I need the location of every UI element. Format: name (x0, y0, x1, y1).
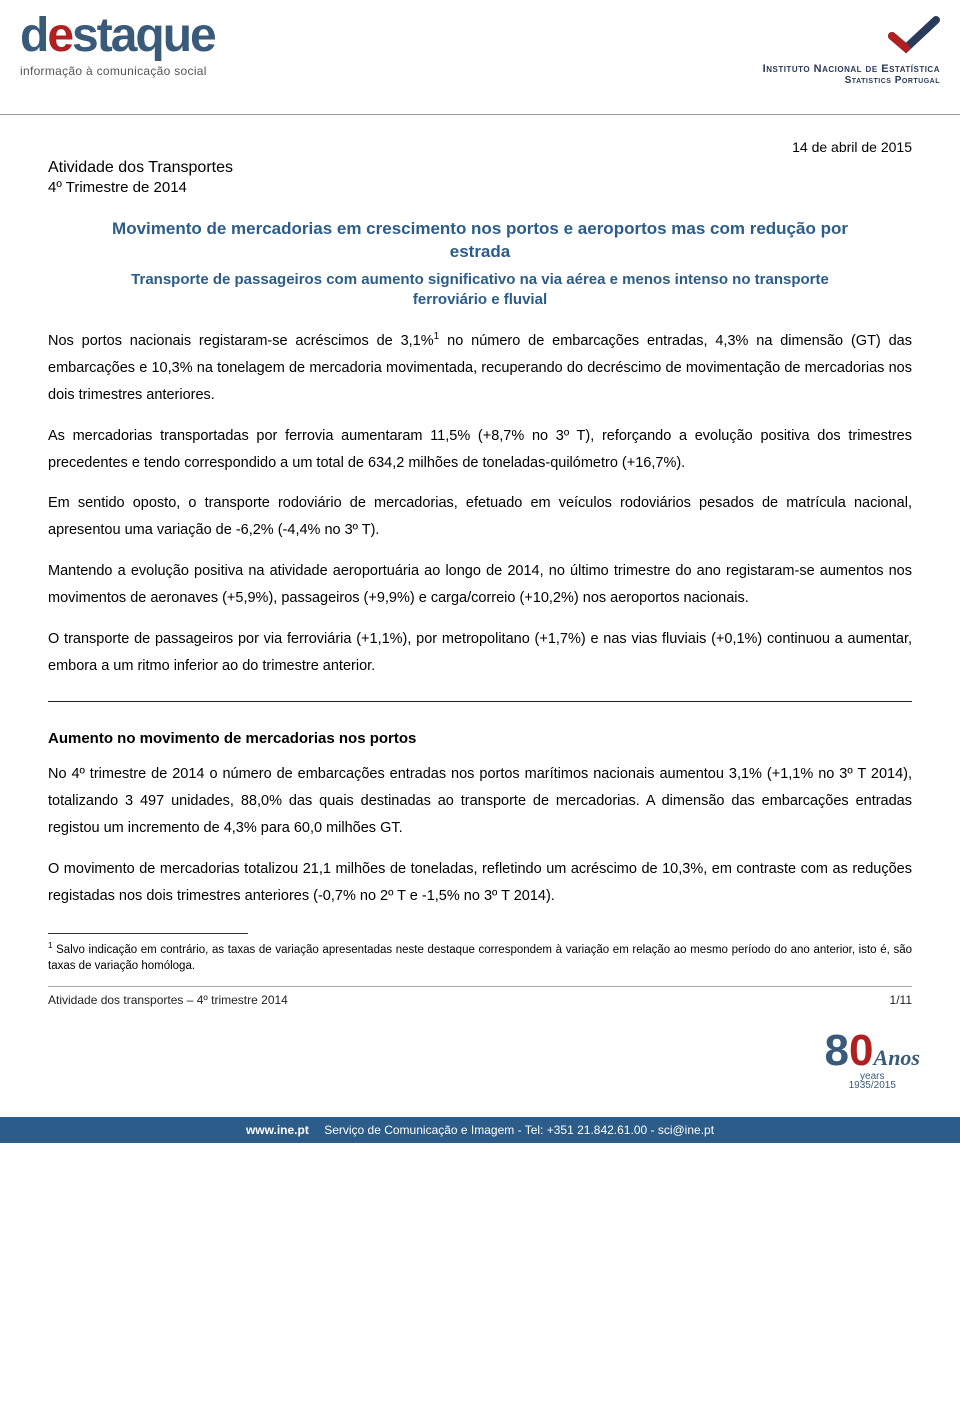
section-1-para-1: No 4º trimestre de 2014 o número de emba… (48, 761, 912, 841)
publish-date: 14 de abril de 2015 (48, 139, 912, 155)
logo-destaque: destaque informação à comunicação social (20, 12, 215, 78)
logo-tagline: informação à comunicação social (20, 64, 215, 78)
footer-bar: www.ine.pt Serviço de Comunicação e Imag… (0, 1117, 960, 1143)
paragraph-3: Em sentido oposto, o transporte rodoviár… (48, 490, 912, 544)
page-header: destaque informação à comunicação social… (0, 0, 960, 115)
anniversary-range: 1935/2015 (825, 1080, 920, 1091)
page-footer-left: Atividade dos transportes – 4º trimestre… (48, 993, 288, 1007)
document-body: 14 de abril de 2015 Atividade dos Transp… (0, 115, 960, 1023)
paragraph-2: As mercadorias transportadas por ferrovi… (48, 423, 912, 477)
ine-name-line2: Statistics Portugal (763, 75, 940, 86)
section-divider (48, 701, 912, 702)
paragraph-1a: Nos portos nacionais registaram-se acrés… (48, 333, 434, 349)
footer-site: www.ine.pt (246, 1123, 309, 1137)
ine-name-line1: Instituto Nacional de Estatística (763, 63, 940, 75)
anniversary-anos: Anos (874, 1045, 920, 1070)
footnote-1: 1 Salvo indicação em contrário, as taxas… (48, 940, 912, 974)
paragraph-5: O transporte de passageiros por via ferr… (48, 626, 912, 680)
anniversary-logo: 80Anos years 1935/2015 (825, 1029, 920, 1091)
footnote-text: Salvo indicação em contrário, as taxas d… (48, 944, 912, 972)
paragraph-4: Mantendo a evolução positiva na atividad… (48, 558, 912, 612)
document-subtitle: 4º Trimestre de 2014 (48, 179, 912, 196)
anniversary-80: 80Anos (825, 1029, 920, 1073)
document-title: Atividade dos Transportes (48, 159, 912, 177)
page-footer: Atividade dos transportes – 4º trimestre… (48, 986, 912, 1007)
page-footer-right: 1/11 (890, 993, 912, 1007)
paragraph-1: Nos portos nacionais registaram-se acrés… (48, 328, 912, 408)
section-1-para-2: O movimento de mercadorias totalizou 21,… (48, 856, 912, 910)
ine-check-icon (888, 14, 940, 54)
summary-subheadline: Transporte de passageiros com aumento si… (100, 270, 860, 311)
summary-headline: Movimento de mercadorias em crescimento … (100, 218, 860, 264)
section-1-title: Aumento no movimento de mercadorias nos … (48, 730, 912, 747)
logo-wordmark: destaque (20, 12, 215, 60)
logo-ine: Instituto Nacional de Estatística Statis… (763, 14, 940, 86)
bottom-strip: 80Anos years 1935/2015 www.ine.pt Serviç… (0, 1023, 960, 1143)
footer-contact: Serviço de Comunicação e Imagem - Tel: +… (324, 1123, 714, 1137)
footnote-divider (48, 933, 248, 934)
